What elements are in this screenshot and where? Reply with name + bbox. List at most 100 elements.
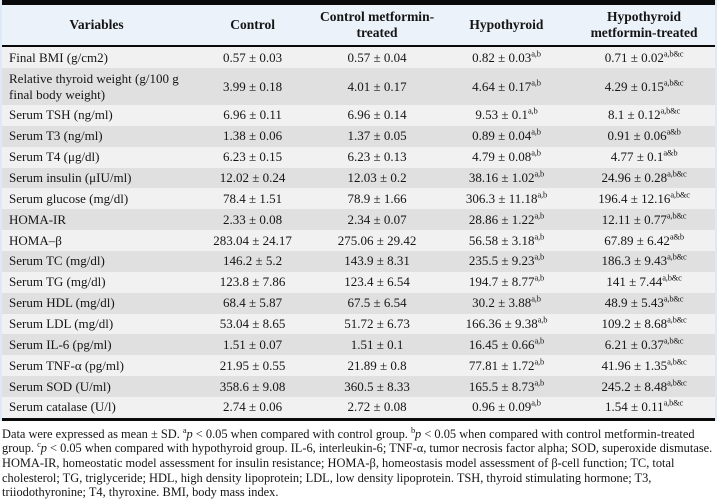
value-cell: 78.9 ± 1.66 (347, 190, 407, 206)
value-cell: 141 ± 7.44a,b&c (606, 273, 682, 290)
significance-superscript: a,b (531, 126, 541, 137)
significance-superscript: a,b (531, 398, 541, 409)
significance-superscript: a,b (534, 273, 545, 283)
footnote-segment: c (37, 439, 41, 450)
value-cell: 6.23 ± 0.13 (347, 149, 407, 165)
value-cell: 9.53 ± 0.1a,b (475, 106, 538, 123)
variable-cell: Serum TSH (ng/ml) (9, 107, 113, 123)
value-cell: 0.91 ± 0.06a&b (607, 126, 681, 144)
col-header-hypothyroid-metformin: Hypothyroid metformin-treated (573, 5, 715, 48)
value-cell: 283.04 ± 24.17 (213, 232, 292, 248)
value-cell: 67.89 ± 6.42a&b (604, 231, 684, 248)
significance-superscript: a,b (537, 189, 548, 200)
value-cell: 0.57 ± 0.04 (347, 49, 407, 65)
significance-superscript: a,b (537, 314, 548, 325)
table-row: Serum glucose (mg/dl) 78.4 ± 1.51 78.9 ± 1… (2, 188, 715, 210)
table-row: Serum catalase (U/l) 2.74 ± 0.06 2.72 ± 0.… (2, 396, 715, 421)
table-row: Serum HDL (mg/dl) 68.4 ± 5.87 67.5 ± 6.54 3… (2, 292, 715, 314)
significance-superscript: a,b&c (667, 314, 687, 325)
value-cell: 2.33 ± 0.08 (223, 211, 283, 227)
significance-superscript: a,b (531, 48, 541, 59)
significance-superscript: a,b (534, 356, 545, 367)
value-cell: 1.54 ± 0.11a,b&c (573, 396, 715, 421)
value-cell: 6.96 ± 0.11 (223, 107, 282, 123)
header-row: Variables Control Control metformin-trea… (2, 5, 715, 48)
value-cell: 194.7 ± 8.77a,b (468, 273, 545, 290)
significance-superscript: a,b&c (662, 273, 682, 283)
value-cell: 360.5 ± 8.33 (344, 378, 410, 394)
table-row: Final BMI (g/cm2) 0.57 ± 0.03 0.57 ± 0.04 0… (2, 46, 715, 69)
value-cell: 16.45 ± 0.66a,b (468, 335, 545, 352)
value-cell: 0.82 ± 0.03a,b (472, 48, 541, 65)
value-cell: 1.51 ± 0.1 (350, 336, 404, 352)
value-cell: 123.8 ± 7.86 (219, 274, 286, 290)
value-cell: 165.5 ± 8.73a,b (468, 377, 545, 394)
value-cell: 56.58 ± 3.18a,b (468, 231, 545, 248)
col-header-hypothyroid: Hypothyroid (439, 5, 574, 48)
results-table: Variables Control Control metformin-trea… (2, 5, 715, 421)
significance-superscript: a,b&c (670, 189, 690, 200)
value-cell: 51.72 ± 6.73 (344, 316, 410, 332)
value-cell: 1.38 ± 0.06 (223, 128, 283, 144)
value-cell: 28.86 ± 1.22a,b (468, 210, 545, 227)
significance-superscript: a,b&c (667, 377, 687, 388)
significance-superscript: a,b (534, 252, 545, 263)
table-row: Serum TG (mg/dl) 123.8 ± 7.86 123.4 ± 6.54… (2, 271, 715, 293)
footnote-segment: < 0.05 when compared with hypothyroid gr… (2, 441, 713, 500)
value-cell: 2.72 ± 0.08 (314, 396, 440, 421)
significance-superscript: a&b (663, 147, 678, 158)
variable-cell: Final BMI (g/cm2) (9, 49, 108, 65)
significance-superscript: a,b&c (660, 106, 681, 117)
footnote-segment: Data were expressed as mean ± SD. (2, 426, 183, 441)
variable-cell: Serum T4 (μg/dl) (9, 149, 100, 165)
value-cell: 306.3 ± 11.18a,b (465, 189, 548, 206)
variable-cell: HOMA–β (9, 232, 62, 248)
table-body: Final BMI (g/cm2) 0.57 ± 0.03 0.57 ± 0.04 0… (2, 46, 715, 421)
value-cell: 166.36 ± 9.38a,b (465, 314, 548, 332)
variable-cell: Serum catalase (U/l) (2, 396, 191, 421)
significance-superscript: a,b (534, 377, 545, 388)
variable-cell: Serum glucose (mg/dl) (9, 190, 129, 206)
value-cell: 4.64 ± 0.17a,b (472, 77, 541, 94)
variable-cell: Serum T3 (ng/ml) (9, 128, 103, 144)
value-cell: 143.9 ± 8.31 (344, 253, 410, 269)
value-cell: 0.96 ± 0.09a,b (439, 396, 574, 421)
table-row: Serum TC (mg/dl) 146.2 ± 5.2 143.9 ± 8.31 2… (2, 250, 715, 272)
variable-cell: Serum LDL (mg/dl) (9, 316, 114, 332)
value-cell: 12.03 ± 0.2 (347, 170, 407, 186)
significance-superscript: a,b (534, 210, 545, 221)
value-cell: 4.29 ± 0.15a,b&c (604, 77, 684, 94)
value-cell: 12.11 ± 0.77a,b&c (601, 210, 687, 227)
variable-cell: Serum insulin (μIU/ml) (9, 170, 132, 186)
value-cell: 2.74 ± 0.06 (190, 396, 315, 421)
significance-superscript: a,b (531, 293, 541, 304)
footnote: Data were expressed as mean ± SD. a p < 0… (0, 420, 717, 504)
significance-superscript: a,b (534, 335, 545, 346)
variable-cell: Serum IL-6 (pg/ml) (9, 336, 112, 352)
significance-superscript: a&b (669, 231, 684, 242)
value-cell: 78.4 ± 1.51 (223, 190, 283, 206)
value-cell: 68.4 ± 5.87 (223, 295, 283, 311)
variable-cell: Serum TNF-α (pg/ml) (9, 357, 124, 373)
table-row: Serum LDL (mg/dl) 53.04 ± 8.65 51.72 ± 6.7… (2, 313, 715, 335)
value-cell: 1.37 ± 0.05 (347, 128, 407, 144)
footnote-segment: a (182, 424, 187, 435)
table-row: Serum T3 (ng/ml) 1.38 ± 0.06 1.37 ± 0.05 0.… (2, 125, 715, 147)
value-cell: 24.96 ± 0.28a,b&c (601, 168, 687, 186)
footnote-segment: p (40, 441, 47, 456)
variable-cell: HOMA-IR (9, 211, 67, 227)
significance-superscript: a,b&c (663, 335, 684, 346)
significance-superscript: a,b (531, 77, 541, 88)
significance-superscript: a,b (534, 231, 545, 242)
significance-superscript: a,b&c (663, 398, 684, 409)
variable-cell: Serum TC (mg/dl) (9, 253, 105, 269)
table-wrapper: Variables Control Control metformin-trea… (0, 0, 717, 421)
significance-superscript: a,b (531, 147, 541, 158)
significance-superscript: a,b&c (663, 48, 684, 59)
col-header-control: Control (190, 5, 315, 48)
value-cell: 4.79 ± 0.08a,b (472, 147, 541, 165)
footnote-segment: < 0.05 when compared with control metfor… (2, 426, 695, 456)
value-cell: 186.3 ± 9.43a,b&c (601, 252, 687, 269)
significance-superscript: a,b&c (666, 210, 687, 221)
